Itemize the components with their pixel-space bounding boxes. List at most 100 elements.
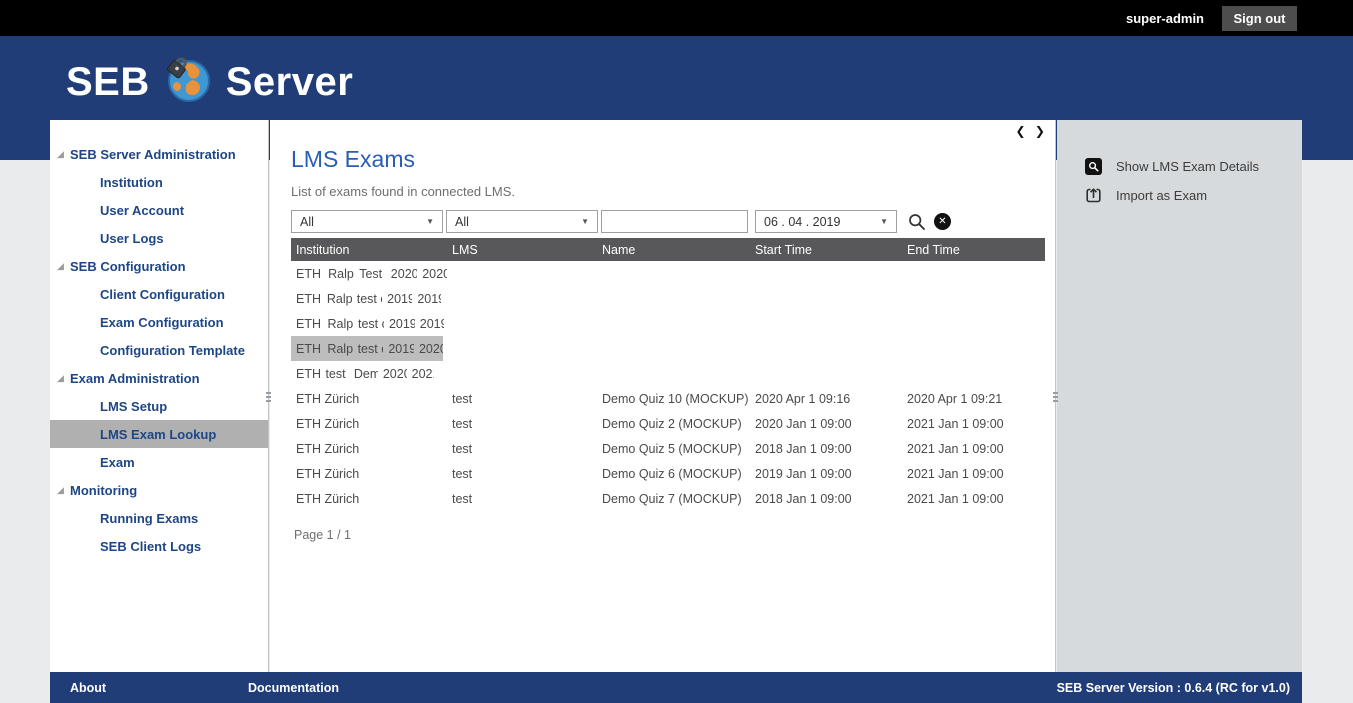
splitter-grip-icon[interactable] — [1053, 390, 1058, 404]
cell-name: test course 1 — [356, 291, 382, 306]
cell-lms: Ralph — [327, 316, 353, 331]
date-filter-select[interactable]: 06 . 04 . 2019 ▼ — [755, 210, 897, 233]
show-lms-exam-details-action[interactable]: Show LMS Exam Details — [1057, 152, 1302, 181]
version-label: SEB Server Version : 0.6.4 (RC for v1.0) — [1056, 680, 1290, 695]
search-icon[interactable] — [908, 213, 926, 231]
logo-text-seb: SEB — [66, 60, 150, 104]
sidebar-item-label: SEB Server Administration — [70, 146, 236, 162]
footer-link[interactable]: Documentation — [248, 680, 339, 695]
cell-lms: test — [452, 391, 473, 406]
table-row[interactable]: ETH Zürich Ralph test course 2 2019 Aug … — [291, 311, 444, 336]
column-header[interactable]: Institution — [296, 242, 350, 257]
cell-lms: test — [452, 491, 473, 506]
column-header[interactable]: Name — [602, 242, 636, 257]
cell-institution: ETH Zürich — [296, 466, 360, 481]
logo-text-server: Server — [225, 60, 354, 104]
sidebar-item-label: SEB Client Logs — [100, 538, 202, 554]
sidebar-item[interactable]: ◢ LMS Exam Lookup — [50, 420, 268, 448]
sidebar-item-label: Configuration Template — [100, 342, 245, 358]
table-row[interactable]: ETH Zürich test Demo Quiz 2 (MOCKUP) 202… — [291, 411, 1045, 436]
name-filter-input[interactable] — [601, 210, 748, 233]
import-as-exam-action[interactable]: Import as Exam — [1057, 181, 1302, 210]
cell-lms: test — [452, 441, 473, 456]
sidebar-item-label: SEB Configuration — [70, 258, 186, 274]
table-row[interactable]: ETH Zürich Ralph Test Course New 1 2020 … — [291, 261, 447, 286]
clear-filter-icon[interactable]: ✕ — [934, 213, 951, 230]
sidebar-item[interactable]: ◢ User Account — [50, 196, 203, 224]
globe-lock-icon — [164, 56, 212, 109]
sidebar-item[interactable]: ◢ SEB Configuration — [50, 252, 193, 280]
cell-name: Demo Quiz 5 (MOCKUP) — [602, 441, 742, 456]
table-row[interactable]: ETH Zürich test Demo Quiz 7 (MOCKUP) 201… — [291, 486, 1045, 511]
footer-link[interactable]: About — [70, 680, 107, 695]
sidebar-item[interactable]: ◢ Institution — [50, 168, 200, 196]
cell-start-time: 2019 Aug 31 00:00 — [388, 316, 415, 331]
sidebar-item[interactable]: ◢ Client Configuration — [50, 280, 268, 308]
lms-filter-value: All — [455, 214, 469, 229]
sidebar-item[interactable]: ◢ User Logs — [50, 224, 202, 252]
sidebar-item-label: Client Configuration — [100, 286, 225, 302]
cell-institution: ETH Zürich — [296, 341, 322, 356]
table-row[interactable]: ETH Zürich test Demo Quiz 10 (MOCKUP) 20… — [291, 386, 1045, 411]
sidebar-item-label: Monitoring — [70, 482, 138, 498]
logged-in-user: super-admin — [1125, 10, 1204, 26]
cell-end-time: 2021 Jan 1 09:00 — [907, 491, 1004, 506]
tree-expander-icon[interactable]: ◢ — [57, 148, 64, 159]
sidebar-item[interactable]: ◢ Exam Administration — [50, 364, 268, 392]
tree-expander-icon[interactable]: ◢ — [57, 372, 64, 383]
column-header[interactable]: End Time — [907, 242, 960, 257]
sign-out-button[interactable]: Sign out — [1222, 5, 1297, 31]
cell-start-time: 2020 Apr 1 09:16 — [755, 391, 851, 406]
sidebar-item-label: User Account — [100, 202, 185, 218]
splitter-grip-icon[interactable] — [266, 390, 271, 404]
sidebar-item[interactable]: ◢ LMS Setup — [50, 392, 268, 420]
tree-expander-icon[interactable]: ◢ — [57, 484, 64, 495]
institution-filter-select[interactable]: All ▼ — [291, 210, 443, 233]
cell-start-time: 2020 Jan 1 09:00 — [382, 366, 407, 381]
cell-end-time: 2021 Jan 1 09:00 — [907, 416, 1004, 431]
cell-name: Demo Quiz 10 (MOCKUP) — [602, 391, 749, 406]
sidebar-splitter[interactable] — [266, 120, 271, 672]
sidebar-item-label: LMS Exam Lookup — [100, 426, 217, 442]
sidebar-item[interactable]: ◢ SEB Client Logs — [50, 532, 268, 560]
cell-institution: ETH Zürich — [296, 441, 360, 456]
sidebar-item[interactable]: ◢ Exam Configuration — [50, 308, 268, 336]
cell-name: Demo Quiz 1 (MOCKUP) — [353, 366, 378, 381]
sidebar-item[interactable]: ◢ SEB Server Administration — [50, 140, 236, 168]
nav-tree: ◢ SEB Server Administration ◢ Institutio… — [50, 140, 268, 560]
filter-row: All ▼ All ▼ 06 . 04 . 2019 ▼ ✕ — [291, 210, 951, 233]
action-label: Import as Exam — [1116, 188, 1208, 203]
action-panel: Show LMS Exam Details Import as Exam — [1057, 120, 1302, 672]
cell-start-time: 2018 Jan 1 09:00 — [755, 491, 852, 506]
cell-lms: test — [452, 416, 473, 431]
lms-exams-table: Institution LMS Name Start Time End Time ETH… — [291, 238, 1045, 511]
table-row[interactable]: ETH Zürich test Demo Quiz 5 (MOCKUP) 201… — [291, 436, 1045, 461]
tree-expander-icon[interactable]: ◢ — [57, 260, 64, 271]
sidebar-item[interactable]: ◢ Exam — [50, 448, 268, 476]
navigation-sidebar: ◢ SEB Server Administration ◢ Institutio… — [50, 120, 268, 672]
lms-filter-select[interactable]: All ▼ — [446, 210, 598, 233]
column-header[interactable]: Start Time — [755, 242, 812, 257]
table-row[interactable]: ETH Zürich test Demo Quiz 6 (MOCKUP) 201… — [291, 461, 1045, 486]
table-row[interactable]: ETH Zürich test Demo Quiz 1 (MOCKUP) 202… — [291, 361, 434, 386]
table-body: ETH Zürich Ralph Test Course New 1 2020 … — [291, 261, 1045, 511]
chevron-down-icon: ▼ — [426, 217, 434, 226]
action-label: Show LMS Exam Details — [1116, 159, 1260, 174]
action-panel-splitter[interactable] — [1053, 120, 1058, 672]
collapse-expand-icons[interactable]: ❮ ❯ — [1015, 124, 1048, 138]
sidebar-item[interactable]: ◢ Monitoring — [50, 476, 268, 504]
cell-name: test course 3 — [357, 341, 384, 356]
column-header[interactable]: LMS — [452, 242, 478, 257]
sidebar-item[interactable]: ◢ Running Exams — [50, 504, 268, 532]
cell-name: test course 2 — [357, 316, 384, 331]
cell-institution: ETH Zürich — [296, 291, 322, 306]
cell-institution: ETH Zürich — [296, 416, 360, 431]
cell-end-time: 2021 Jan 1 09:00 — [411, 366, 434, 381]
table-row[interactable]: ETH Zürich Ralph test course 1 2019 Sep … — [291, 286, 441, 311]
cell-end-time: 2021 Jan 1 09:00 — [907, 466, 1004, 481]
page-title: LMS Exams — [291, 146, 415, 172]
cell-name: Demo Quiz 7 (MOCKUP) — [602, 491, 742, 506]
footer-bar: About Documentation SEB Server Version : … — [50, 672, 1302, 703]
table-row[interactable]: ETH Zürich Ralph test course 3 2019 Aug … — [291, 336, 443, 361]
sidebar-item[interactable]: ◢ Configuration Template — [50, 336, 268, 364]
